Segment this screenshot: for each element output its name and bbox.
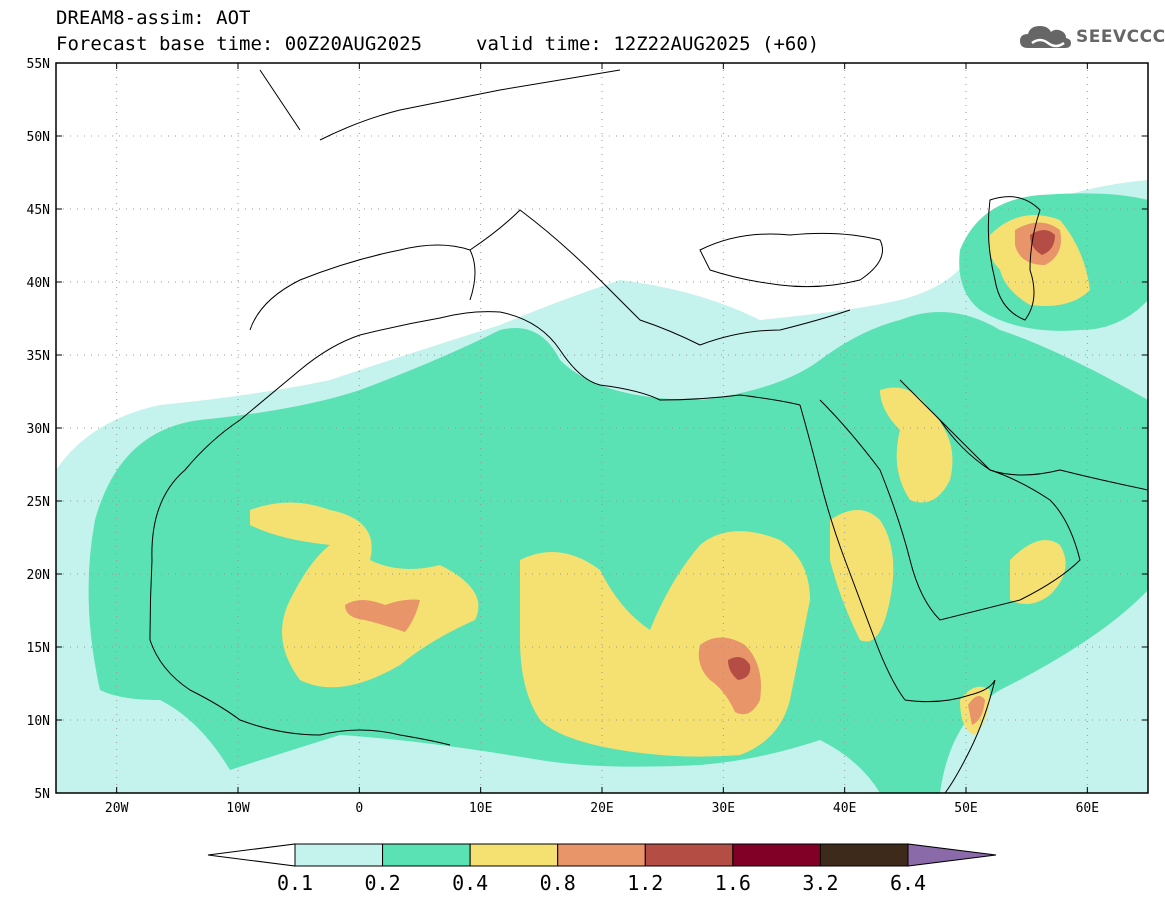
colorbar-label: 1.6 <box>715 871 751 895</box>
colorbar-arrow-right <box>907 843 997 867</box>
lon-label: 40E <box>833 801 856 816</box>
lat-label: 20N <box>27 568 50 583</box>
colorbar-label: 0.2 <box>365 871 401 895</box>
longitude-axis: 20W 10W 0 10E 20E 30E 40E 50E 60E <box>105 63 1099 816</box>
colorbar-swatch <box>294 843 384 867</box>
colorbar-label: 0.1 <box>277 871 313 895</box>
colorbar-swatch <box>819 843 909 867</box>
lat-label: 25N <box>27 495 50 510</box>
cloud-icon <box>1020 26 1071 48</box>
coastline-arabia <box>819 379 1081 621</box>
base-time-text: Forecast base time: 00Z20AUG2025 <box>56 33 423 55</box>
forecast-times: Forecast base time: 00Z20AUG2025 valid ti… <box>56 34 819 54</box>
colorbar-swatch <box>382 843 471 867</box>
lat-label: 45N <box>27 203 50 218</box>
lon-label: 0 <box>355 801 363 816</box>
lat-label: 40N <box>27 276 50 291</box>
lon-label: 60E <box>1076 801 1099 816</box>
coastlines <box>149 69 1149 794</box>
aot-contour-yellow-gulf <box>880 387 953 503</box>
latitude-axis: 55N 50N 45N 40N 35N 30N 25N 20N 15N 10N 5N <box>27 57 1148 802</box>
lat-label: 15N <box>27 641 50 656</box>
lat-label: 5N <box>34 787 50 802</box>
aot-contour-orange-mali <box>345 599 420 632</box>
coastline-caspian <box>987 196 1041 321</box>
colorbar-swatch <box>557 843 646 867</box>
lat-label: 35N <box>27 349 50 364</box>
lon-label: 10W <box>226 801 250 816</box>
lon-label: 50E <box>954 801 977 816</box>
aot-contour-red-sudan <box>728 656 751 680</box>
coastline-africa-north <box>151 311 801 561</box>
lon-label: 30E <box>712 801 735 816</box>
aot-contour-orange-somalia <box>968 696 985 725</box>
coastline-europe-south <box>249 209 851 346</box>
aot-contour-red-caspian <box>1030 230 1055 255</box>
colorbar-label: 0.4 <box>452 871 488 895</box>
coastline-black-sea <box>699 232 883 288</box>
colorbar-swatch <box>469 843 559 867</box>
colorbar-label: 1.2 <box>627 871 663 895</box>
coastline-africa-west <box>149 559 451 746</box>
coastline-horn <box>904 679 996 794</box>
valid-time-text: valid time: 12Z22AUG2025 (+60) <box>476 33 820 55</box>
coastline-persian-gulf <box>939 419 1149 491</box>
lon-label: 10E <box>469 801 492 816</box>
logo-text: SEEVCCC <box>1076 27 1165 47</box>
colorbar-arrow-left <box>207 843 296 867</box>
coastline-red-sea <box>799 404 906 701</box>
coastline-europe-north <box>259 69 621 141</box>
aot-contour-yellow-sahel <box>250 502 479 688</box>
chart-title: DREAM8-assim: AOT <box>56 7 251 29</box>
lat-label: 50N <box>27 130 50 145</box>
colorbar-label: 6.4 <box>890 871 926 895</box>
lat-label: 30N <box>27 422 50 437</box>
colorbar-swatch <box>644 843 734 867</box>
lon-label: 20E <box>590 801 613 816</box>
lat-label: 55N <box>27 57 50 72</box>
colorbar-swatch <box>732 843 821 867</box>
lon-label: 20W <box>105 801 129 816</box>
colorbar-label: 3.2 <box>802 871 838 895</box>
seevccc-logo: SEEVCCC <box>1018 22 1165 52</box>
aot-contour-orange-sudan <box>698 637 761 715</box>
aot-contour-yellow-arabia <box>830 510 894 642</box>
aot-contour-yellow-oman <box>1010 540 1066 604</box>
colorbar: 0.1 0.2 0.4 0.8 1.2 1.6 3.2 6.4 <box>207 843 997 895</box>
colorbar-label: 0.8 <box>540 871 576 895</box>
lat-label: 10N <box>27 714 50 729</box>
